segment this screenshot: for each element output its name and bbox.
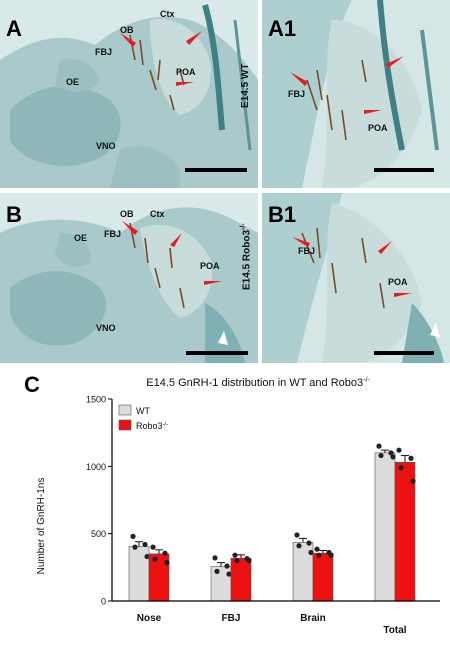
panel-a1-image [262,0,450,188]
x-category-label: Total [383,625,406,636]
label-fbj-a1: FBJ [288,89,306,99]
panel-b1-letter: B1 [268,202,297,227]
data-point [408,455,414,461]
gnrh-bar-chart: E14.5 GnRH-1 distribution in WT and Robo… [36,377,440,636]
label-vno-b: VNO [96,323,116,333]
data-point [378,452,384,459]
label-fbj-b1: FBJ [298,246,316,256]
y-tick-label: 1500 [86,395,106,405]
panel-a-image [0,0,258,188]
x-category-label: FBJ [222,613,241,624]
label-fbj-b: FBJ [104,229,122,239]
y-tick-label: 500 [91,529,106,539]
data-point [226,571,232,577]
x-category-label: Brain [300,613,326,624]
data-point [162,550,168,556]
data-point [224,563,230,569]
panel-a1-letter: A1 [268,16,297,41]
data-point [398,465,404,471]
chart-title: E14.5 GnRH-1 distribution in WT and Robo… [146,377,370,389]
panel-b-image [0,193,258,363]
data-point [314,546,320,552]
panel-b1-image [262,193,450,363]
data-point [388,450,394,456]
label-poa-a: POA [176,67,196,77]
data-point [142,541,148,548]
data-point [390,454,396,460]
data-point [328,552,334,558]
legend-swatch [118,419,132,431]
label-vno-a: VNO [96,141,116,151]
data-point [246,558,252,564]
data-point [316,552,322,558]
label-poa-b: POA [200,261,220,271]
bar-wt-total [374,452,396,602]
label-oe-b: OE [74,233,88,243]
label-ctx-a: Ctx [160,9,175,19]
label-oe-a: OE [66,77,80,87]
data-point [294,532,300,538]
data-point [164,560,170,566]
data-point [144,553,150,560]
label-ob-b: OB [120,209,134,219]
data-point [376,443,382,449]
side-label-a: E14.5 WT [240,63,251,108]
label-ctx-b: Ctx [150,209,165,219]
data-point [212,555,218,561]
side-label-b: E14.5 Robo3-/- [240,223,253,290]
x-category-label: Nose [137,613,162,624]
y-axis-label: Number of GnRH-1ns [36,478,47,575]
data-point [232,552,238,558]
data-point [396,447,402,453]
legend-label: WT [136,406,150,416]
data-point [152,556,158,562]
y-tick-label: 0 [101,597,106,607]
y-tick-label: 1000 [86,462,106,472]
data-point [306,540,312,546]
legend-swatch [118,404,132,416]
panel-b-letter: B [6,202,22,227]
label-fbj-a: FBJ [95,47,113,57]
panel-c-letter: C [24,372,40,397]
data-point [234,558,240,564]
data-point [132,544,138,550]
bar-robo3--fbj [230,557,252,602]
data-point [150,544,156,550]
label-ob-a: OB [120,25,134,35]
data-point [410,478,416,484]
data-point [130,533,136,539]
label-poa-a1: POA [368,123,388,133]
legend-label: Robo3-/- [136,421,168,431]
data-point [214,568,220,574]
data-point [308,549,314,556]
label-poa-b1: POA [388,277,408,287]
panel-a-letter: A [6,16,22,41]
bar-robo3--brain [312,552,334,602]
data-point [296,543,302,549]
